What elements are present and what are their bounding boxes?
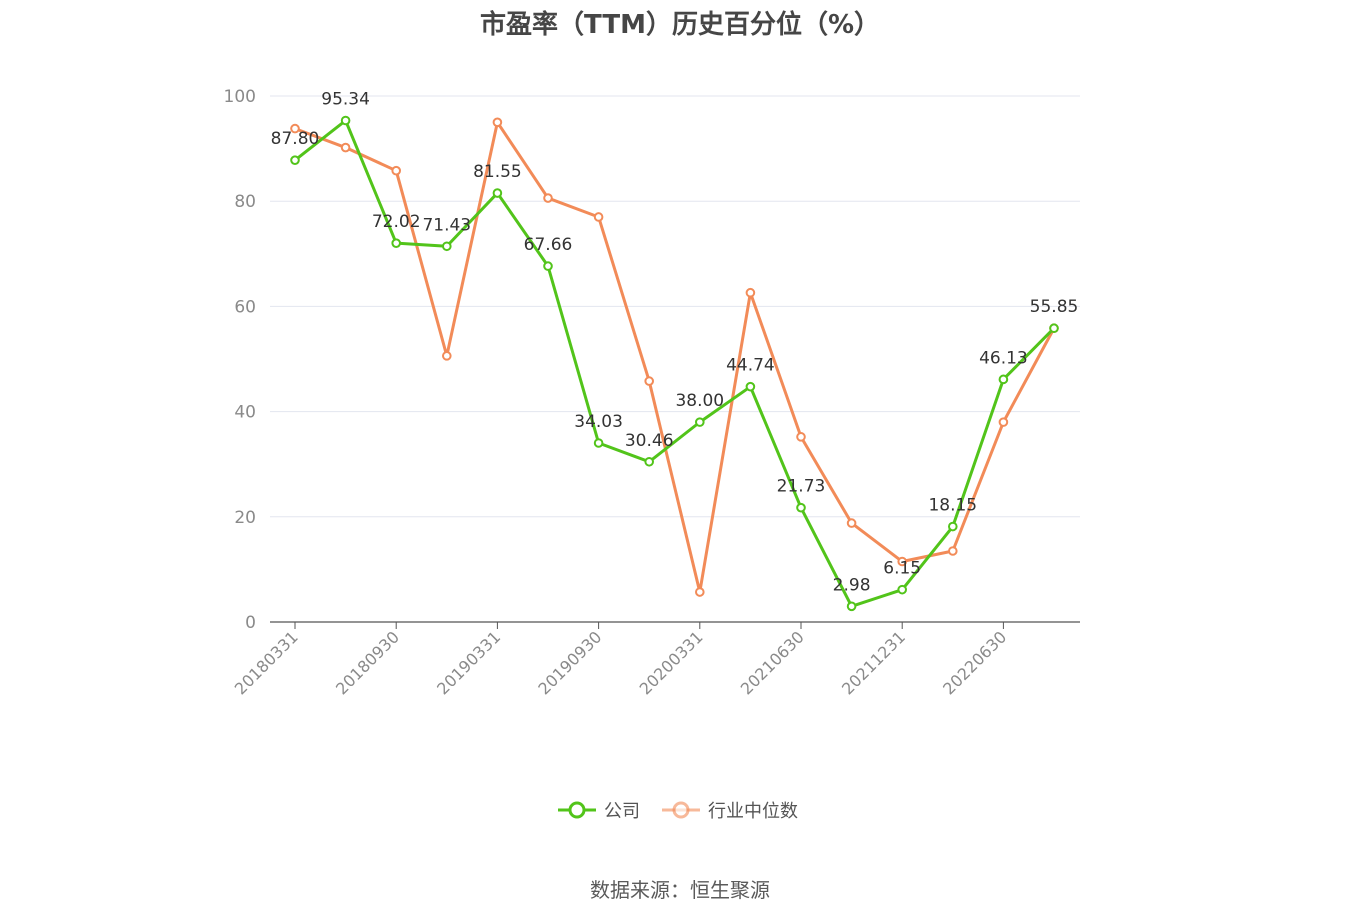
y-tick-label: 40 <box>234 403 256 423</box>
data-label: 67.66 <box>524 235 573 255</box>
y-tick-label: 100 <box>224 87 256 107</box>
data-point-company <box>340 115 351 126</box>
legend-label: 行业中位数 <box>708 801 798 822</box>
series-lines <box>294 119 1056 608</box>
data-label: 71.43 <box>422 215 471 235</box>
data-label: 87.80 <box>271 129 320 149</box>
data-point-industry <box>593 212 604 222</box>
data-label: 38.00 <box>675 391 724 411</box>
data-point-company <box>1049 323 1059 334</box>
data-point-company <box>543 261 553 271</box>
x-tick-label: 20180331 <box>231 627 302 698</box>
x-tick-label: 20180930 <box>332 627 403 698</box>
data-label: 34.03 <box>574 412 623 432</box>
x-tick-label: 20190331 <box>433 627 504 698</box>
data-label: 44.74 <box>726 356 775 376</box>
data-point-company <box>442 241 452 252</box>
x-tick-label: 20190930 <box>534 627 605 698</box>
legend-label: 公司 <box>604 801 640 822</box>
legend-item-industry: 行业中位数 <box>662 801 798 822</box>
y-axis: 0 20 40 60 80 100 <box>224 87 256 633</box>
data-point-company <box>948 521 958 532</box>
data-point-industry <box>796 432 806 442</box>
data-point-company <box>897 584 908 595</box>
legend-marker <box>568 801 586 819</box>
data-point-company <box>745 381 756 392</box>
data-point-company <box>695 417 705 427</box>
legend-item-company: 公司 <box>558 801 640 822</box>
data-point-industry <box>745 287 756 298</box>
data-point-industry <box>846 518 857 528</box>
data-label: 18.15 <box>928 496 977 516</box>
data-label: 30.46 <box>625 431 674 451</box>
series-line-industry <box>294 120 1056 594</box>
data-point-industry <box>644 376 655 386</box>
data-point-industry <box>391 165 402 176</box>
y-tick-label: 20 <box>234 508 256 528</box>
data-point-company <box>593 438 604 448</box>
x-tick-label: 20200331 <box>636 627 707 698</box>
data-point-company <box>644 456 655 467</box>
data-label: 55.85 <box>1030 297 1079 317</box>
y-tick-label: 80 <box>234 192 256 212</box>
data-label: 81.55 <box>473 162 522 182</box>
data-source: 数据来源：恒生聚源 <box>590 878 770 902</box>
data-point-industry <box>897 556 908 567</box>
series-line-company <box>294 119 1056 608</box>
data-point-industry <box>695 587 705 597</box>
series-points <box>290 115 1059 612</box>
data-point-company <box>796 502 806 513</box>
legend-marker <box>672 801 690 819</box>
data-label: 46.13 <box>979 348 1028 368</box>
data-label: 21.73 <box>777 477 826 497</box>
y-tick-label: 0 <box>245 613 256 633</box>
data-point-company <box>391 238 402 248</box>
chart-title: 市盈率（TTM）历史百分位（%） <box>480 10 880 40</box>
data-point-industry <box>543 193 553 203</box>
y-tick-label: 60 <box>234 297 256 317</box>
data-label: 6.15 <box>883 559 921 579</box>
data-label: 2.98 <box>833 575 871 595</box>
data-point-industry <box>290 123 300 134</box>
x-tick-label: 20220630 <box>939 627 1010 698</box>
x-tick-label: 20210630 <box>737 627 808 698</box>
data-point-company <box>998 374 1009 385</box>
data-point-industry <box>442 351 452 361</box>
data-label: 95.34 <box>321 90 370 110</box>
data-point-industry <box>998 417 1009 427</box>
gridlines <box>270 95 1080 518</box>
x-axis: 20180331 20180930 20190331 20190930 20200331… <box>231 621 1080 698</box>
data-point-industry <box>948 546 958 556</box>
legend: 公司 行业中位数 <box>558 801 798 822</box>
data-point-industry <box>492 117 503 128</box>
data-point-company <box>492 188 503 198</box>
x-tick-label: 20211231 <box>838 627 909 698</box>
data-point-industry <box>340 142 351 153</box>
data-point-company <box>846 601 857 612</box>
data-label: 72.02 <box>372 212 421 232</box>
data-point-company <box>290 155 300 165</box>
